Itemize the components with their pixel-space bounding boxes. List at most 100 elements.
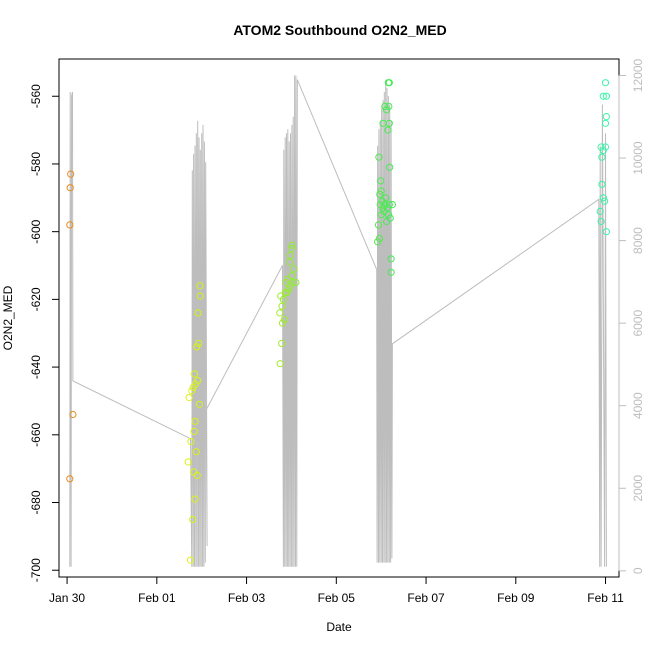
y-left-tick-label: -660 <box>29 422 43 446</box>
o2n2-series <box>66 79 611 564</box>
y-left-tick-label: -600 <box>29 219 43 243</box>
y-left-tick-label: -580 <box>29 152 43 176</box>
y-axis-left: -700 -680 -660 -640 -620 -600 -580 -560 <box>29 84 59 582</box>
data-point <box>190 370 199 378</box>
chart-title: ATOM2 Southbound O2N2_MED <box>233 22 446 38</box>
data-point <box>188 387 196 395</box>
y-right-tick-label: 0 <box>631 567 645 574</box>
data-point <box>289 278 297 287</box>
data-point <box>66 475 74 483</box>
data-point <box>277 292 285 300</box>
data-point <box>66 184 74 192</box>
data-point <box>278 339 286 347</box>
y-right-tick-label: 8000 <box>631 227 645 254</box>
data-point <box>597 217 605 226</box>
data-point <box>193 471 201 479</box>
data-point <box>601 119 610 127</box>
x-tick-label: Feb 11 <box>587 591 624 605</box>
y-right-tick-label: 4000 <box>631 392 645 419</box>
data-point <box>184 458 192 466</box>
data-point <box>285 285 293 293</box>
data-point <box>387 255 395 263</box>
data-point <box>278 319 287 327</box>
data-point <box>381 102 389 111</box>
data-point <box>386 163 394 171</box>
data-point <box>386 214 394 222</box>
y-axis-label: O2N2_MED <box>1 285 15 350</box>
data-point <box>278 302 286 310</box>
y-right-tick-label: 2000 <box>631 475 645 502</box>
data-point <box>374 238 382 246</box>
data-point <box>377 187 385 195</box>
x-tick-label: Feb 05 <box>318 591 356 605</box>
x-axis: Jan 30 Feb 01 Feb 03 Feb 05 Feb 07 Feb 09 Feb … <box>49 576 624 605</box>
data-point <box>385 79 393 87</box>
data-point <box>376 201 384 209</box>
data-point <box>185 394 193 402</box>
data-point <box>377 177 385 185</box>
data-point <box>375 153 383 161</box>
plot-frame <box>58 58 620 578</box>
data-point <box>194 309 202 317</box>
x-tick-label: Feb 09 <box>497 591 535 605</box>
data-point <box>69 410 77 419</box>
data-point <box>383 106 391 114</box>
data-point <box>384 211 392 219</box>
y-right-tick-label: 6000 <box>631 310 645 337</box>
data-point <box>193 343 201 351</box>
data-point <box>66 221 74 229</box>
data-point <box>597 143 605 151</box>
data-point <box>383 204 392 212</box>
data-point <box>602 228 611 236</box>
y-right-tick-label: 12000 <box>631 58 645 92</box>
data-point <box>283 289 291 297</box>
y-right-tick-label: 10000 <box>631 141 645 175</box>
x-tick-label: Jan 30 <box>49 591 85 605</box>
data-point <box>601 197 609 205</box>
y-left-tick-label: -560 <box>29 84 43 108</box>
data-point <box>388 201 396 209</box>
data-point <box>292 278 300 287</box>
x-tick-label: Feb 07 <box>407 591 445 605</box>
data-point <box>374 221 383 229</box>
data-point <box>602 113 611 121</box>
data-point <box>191 495 199 503</box>
data-point <box>379 119 387 127</box>
data-point <box>196 292 204 300</box>
data-point <box>280 316 288 324</box>
data-point <box>195 400 203 408</box>
data-point <box>382 194 390 202</box>
data-point <box>67 170 75 178</box>
data-point <box>599 194 607 202</box>
data-point <box>195 339 203 347</box>
data-point <box>288 272 296 280</box>
data-point <box>192 448 200 456</box>
x-tick-label: Feb 01 <box>138 591 176 605</box>
data-point <box>384 126 392 134</box>
data-point <box>187 438 195 446</box>
data-point <box>189 515 197 524</box>
altitude-line <box>69 75 607 567</box>
data-point <box>276 309 284 317</box>
data-point <box>286 258 294 266</box>
data-point <box>601 143 610 151</box>
x-axis-label: Date <box>326 620 352 634</box>
y-left-tick-label: -680 <box>29 490 43 514</box>
data-point <box>385 201 393 209</box>
data-point <box>596 207 604 215</box>
data-point <box>288 241 296 249</box>
y-left-tick-label: -620 <box>29 287 43 311</box>
data-point <box>287 245 295 253</box>
x-tick-label: Feb 03 <box>228 591 266 605</box>
y-left-tick-label: -640 <box>29 355 43 379</box>
data-point <box>190 427 198 435</box>
data-point <box>286 251 295 259</box>
data-point <box>194 377 202 385</box>
y-left-tick-label: -700 <box>29 558 43 582</box>
y-axis-right: 0 2000 4000 6000 8000 10000 12000 <box>618 58 645 574</box>
data-point <box>602 92 611 100</box>
data-point <box>387 268 395 276</box>
data-point <box>376 190 384 198</box>
data-point <box>375 234 383 242</box>
